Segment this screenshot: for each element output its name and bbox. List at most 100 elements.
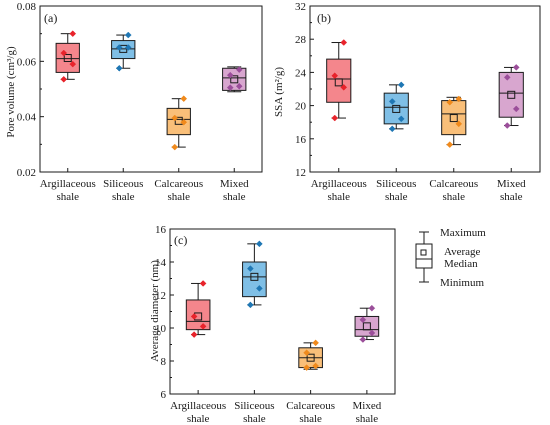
panel-a-mixed-mean-marker: [230, 75, 239, 84]
panel-c-argillaceous-data-point-2: [199, 322, 207, 330]
panel-c-label: (c): [174, 233, 187, 247]
panel-b-siliceous-box: [383, 92, 409, 125]
legend: Maximum Average Median Minimum: [415, 227, 486, 289]
panel-a-label: (a): [44, 11, 57, 25]
panel-b-mixed-data-point-0: [512, 64, 520, 71]
panel-c-mixed-category-label-0: Mixed: [353, 400, 382, 412]
panel-c-siliceous-data-point-1: [247, 265, 254, 272]
panel-c-calcareous-mean-marker: [306, 353, 315, 362]
panel-a-siliceous-data-point-0: [124, 31, 132, 39]
panel-b-mixed-data-point-3: [503, 122, 511, 129]
panel-c-argillaceous-category-label-0: Argillaceous: [170, 400, 226, 412]
panel-c-ytick-label-4: 14: [155, 257, 167, 269]
panel-b-mixed-data-point-2: [512, 105, 520, 113]
legend-mean-marker: [420, 249, 427, 256]
panel-a-ytick-label-2: 0.06: [17, 56, 37, 68]
panel-a-calcareous-category-label-1: shale: [167, 191, 190, 203]
panel-c-siliceous-data-point-2: [256, 285, 263, 292]
panel-c-siliceous-mean-marker: [250, 272, 259, 281]
panel-b-ylabel: SSA (m²/g): [273, 67, 285, 117]
panel-a-ytick-label-0: 0.02: [17, 167, 36, 179]
panel-b-siliceous-mean-marker: [392, 104, 401, 113]
panel-b-calcareous-box: [441, 100, 467, 136]
panel-c-ylabel: Average diameter (nm): [149, 260, 161, 362]
panel-b-ytick-label-4: 28: [295, 34, 307, 46]
panel-b-siliceous-data-point-3: [388, 125, 396, 133]
panel-c-siliceous-data-point-3: [247, 301, 254, 309]
panel-a-mixed-data-point-3: [226, 84, 234, 91]
panel-a-argillaceous-mean-marker: [63, 54, 72, 63]
panel-a-mixed-category-label-0: Mixed: [220, 178, 249, 190]
panel-c-siliceous-category-label-0: Siliceous: [234, 400, 274, 412]
panel-c-argillaceous-category-label-1: shale: [187, 413, 210, 425]
panel-b-argillaceous-data-point-1: [331, 72, 339, 80]
panel-a-mixed-data-point-2: [235, 82, 243, 90]
panel-a-siliceous-category-label-0: Siliceous: [103, 178, 143, 190]
panel-c-ytick-label-0: 6: [161, 389, 167, 401]
panel-a-argillaceous-category-label-0: Argillaceous: [40, 178, 96, 190]
panel-a-argillaceous-data-point-3: [60, 75, 68, 83]
panel-b-ytick-label-0: 12: [295, 167, 306, 179]
panel-a-siliceous-category-label-1: shale: [112, 191, 135, 203]
panel-a-ylabel: Pore volume (cm³/g): [5, 46, 17, 138]
panel-a-siliceous-data-point-2: [124, 44, 132, 51]
panel-b-calcareous-category-label-0: Calcareous: [429, 178, 478, 190]
legend-box: [415, 243, 433, 269]
panel-b-ytick-label-5: 32: [295, 1, 306, 13]
panel-b-siliceous-data-point-0: [397, 81, 405, 89]
panel-c-mixed-data-point-3: [359, 336, 367, 343]
panel-b-argillaceous-data-point-3: [331, 114, 339, 122]
panel-c-argillaceous-data-point-3: [190, 331, 198, 338]
panel-c-ytick-label-3: 12: [155, 290, 166, 302]
panel-a-mixed-data-point-1: [226, 71, 234, 79]
panel-b-argillaceous-category-label-1: shale: [327, 191, 350, 203]
panel-c-calcareous-category-label-1: shale: [299, 413, 322, 425]
panel-a-calcareous-data-point-0: [180, 95, 188, 103]
legend-minimum-label: Minimum: [440, 277, 484, 289]
panel-a-pore-volume: (a) Pore volume (cm³/g) 0.02 0.04 0.06 0.08…: [5, 1, 263, 203]
panel-c-argillaceous-data-point-0: [199, 280, 207, 287]
panel-a-mixed-category-label-1: shale: [223, 191, 246, 203]
panel-b-ytick-label-1: 16: [295, 134, 307, 146]
panel-c-ytick-label-2: 10: [155, 323, 167, 335]
panel-b-calcareous-category-label-1: shale: [442, 191, 465, 203]
panel-b-argillaceous-data-point-0: [340, 39, 348, 46]
panel-c-argillaceous-box: [185, 299, 211, 331]
panel-a-mixed-box: [222, 67, 247, 91]
panel-c-siliceous-category-label-1: shale: [243, 413, 266, 425]
panel-a-argillaceous-data-point-1: [60, 49, 68, 57]
panel-c-mixed-data-point-2: [368, 329, 376, 337]
panel-b-siliceous-data-point-1: [388, 98, 396, 105]
panel-b-calcareous-data-point-1: [446, 98, 454, 106]
panel-b-ytick-label-3: 24: [295, 67, 307, 79]
panel-c-mixed-category-label-1: shale: [356, 413, 379, 425]
panel-b-siliceous-category-label-1: shale: [385, 191, 408, 203]
panel-c-calcareous-data-point-3: [303, 364, 310, 371]
panel-b-mixed-mean-marker: [507, 90, 516, 99]
panel-a-mixed-data-point-0: [235, 66, 243, 73]
panel-b-calcareous-data-point-0: [455, 95, 463, 103]
panel-b-mixed-data-point-1: [503, 74, 511, 81]
panel-a-calcareous-data-point-1: [171, 114, 179, 122]
panel-c-calcareous-category-label-0: Calcareous: [286, 400, 335, 412]
panel-b-label: (b): [317, 11, 331, 25]
panel-c-ytick-label-1: 8: [161, 356, 167, 368]
panel-b-ytick-label-2: 20: [295, 101, 307, 113]
panel-c-mixed-data-point-0: [368, 304, 376, 312]
panel-c-average-diameter: (c) Average diameter (nm) 6 8 10 12 14 16 Argi…: [149, 224, 396, 425]
panel-b-mixed-category-label-1: shale: [500, 191, 523, 203]
panel-b-mixed-category-label-0: Mixed: [497, 178, 526, 190]
panel-a-argillaceous-data-point-2: [69, 60, 77, 68]
panel-a-siliceous-data-point-1: [115, 44, 123, 51]
panel-c-siliceous-data-point-0: [256, 240, 263, 248]
panel-b-calcareous-mean-marker: [449, 114, 458, 123]
panel-b-argillaceous-box: [326, 58, 352, 103]
panel-a-calcareous-data-point-3: [171, 143, 179, 151]
panel-a-siliceous-data-point-3: [115, 64, 123, 72]
panel-b-siliceous-data-point-2: [397, 115, 405, 123]
panel-b-siliceous-category-label-0: Siliceous: [376, 178, 416, 190]
panel-b-calcareous-data-point-2: [455, 120, 463, 128]
panel-c-mixed-data-point-1: [359, 316, 367, 324]
panel-c-ytick-label-5: 16: [155, 224, 167, 236]
